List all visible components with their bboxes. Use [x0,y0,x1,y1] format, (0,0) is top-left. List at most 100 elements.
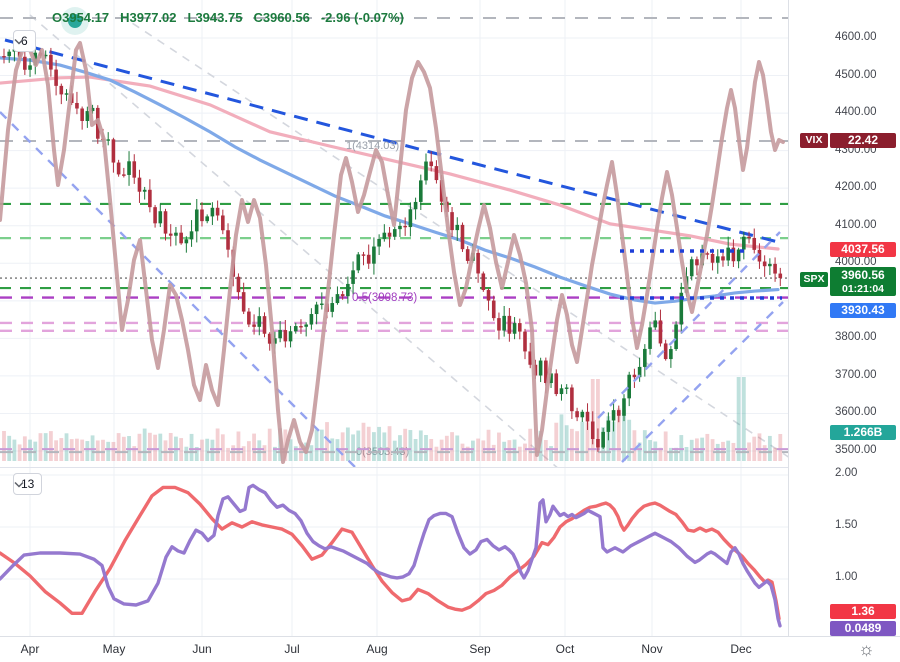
candle-body [273,338,277,344]
volume-bar [85,441,90,461]
lower-indicators-collapse-chip[interactable]: 13 [13,473,43,495]
candle-body [585,411,590,422]
candle-body [549,373,553,384]
candle-body [226,230,230,250]
candle-body [517,323,522,332]
candle-body [106,139,110,141]
candle-body [544,360,548,384]
volume-bar [689,439,694,461]
candle-body [59,85,64,95]
candle-body [757,249,762,262]
volume-bar [273,446,277,461]
volume-bar [64,433,69,461]
vix-overlay-line[interactable] [0,41,785,464]
volume-bar [106,441,111,461]
trendline-rising-wedge-lower[interactable] [621,301,784,463]
volume-bar [252,433,256,461]
candle-body [309,314,314,325]
price-tick: 4600.00 [835,31,877,43]
oscillator-purple-line[interactable] [0,483,782,628]
volume-bar [767,435,772,461]
volume-bar [366,426,371,461]
trendline-major-downtrend[interactable] [4,38,779,244]
candle-body [403,225,407,228]
theme-sun-icon[interactable]: ☼ [858,639,875,659]
volume-bar [168,432,173,461]
volume-bar [220,434,225,461]
main-chart-canvas[interactable]: 0(3503.43) 1(4314.03) 0.5(3908.73) [0,0,788,467]
volume-bar [215,428,220,461]
volume-bar [356,430,361,461]
volume-bar [205,438,210,461]
trendline-faint-gray-a[interactable] [29,14,560,467]
month-label-sep: Sep [469,642,491,656]
candle-body [773,263,777,274]
candle-body [372,246,376,264]
main-indicators-collapse-chip[interactable]: 6 [13,30,36,52]
candle-body [455,224,460,231]
candle-body [742,236,746,250]
volume-bar [17,444,22,461]
main-indicators-count: 6 [21,34,28,48]
volume-bar [28,439,32,461]
ohlc-open: O3954.17 [52,10,110,25]
volume-bar [455,435,460,461]
time-scale[interactable]: Apr May Jun Jul Aug Sep Oct Nov Dec [0,636,900,662]
candle-body [596,439,600,448]
candle-body [366,254,371,264]
volume-bar [559,414,564,461]
oscillator-red-line[interactable] [0,485,781,621]
volume-bar [137,433,142,461]
price-tick: 4200.00 [835,181,877,194]
annotation-fib1: 1(4314.03) [346,140,399,152]
volume-bar [674,447,678,461]
candle-body [538,360,543,376]
candle-body [75,102,79,109]
candlestick-series[interactable] [2,41,783,452]
candle-body [184,239,189,244]
month-label-jul: Jul [284,642,300,656]
candle-body [241,292,246,312]
volume-bar [194,446,199,461]
volume-bar [622,409,626,461]
volume-bar [481,440,486,461]
volume-bar [398,435,402,461]
candle-body [413,201,418,210]
volume-bar [382,432,387,461]
volume-bar [726,440,731,461]
volume-bar [731,442,736,461]
candle-body [267,333,272,344]
lower-indicator-canvas[interactable] [0,467,788,637]
spx-badge: 3960.56 01:21:04 [830,267,896,296]
candle-body [278,330,282,339]
candle-body [486,290,491,301]
volume-bar [486,429,491,461]
volume-bar [736,377,741,461]
candle-body [669,349,673,360]
volume-bar [627,419,632,461]
volume-bar [596,379,600,461]
price-tick: 3800.00 [835,331,877,344]
candle-body [54,69,58,86]
candle-body [215,207,220,216]
indicator-tick: 2.00 [835,467,858,479]
volume-bar [465,446,470,461]
ma-slow-line[interactable] [0,75,780,251]
candle-body [747,236,751,239]
candle-body [616,410,621,416]
price-tick: 4500.00 [835,68,877,81]
candle-body [481,273,486,291]
volume-bar [179,438,184,461]
volume-bar [502,441,507,461]
volume-bar [569,428,574,461]
annotation-fib05: 0.5(3908.73) [352,292,417,304]
price-scale[interactable]: 4600.00 4500.00 4400.00 4300.00 4200.00 4100.… [788,0,900,636]
ohlc-high: H3977.02 [120,10,177,25]
volume-bar [554,422,559,461]
volume-bar [637,442,642,461]
chevron-down-icon [14,38,24,45]
candle-body [148,189,152,208]
volume-bar [200,439,204,461]
series-status-dot [68,14,82,28]
volume-bar [439,439,444,461]
